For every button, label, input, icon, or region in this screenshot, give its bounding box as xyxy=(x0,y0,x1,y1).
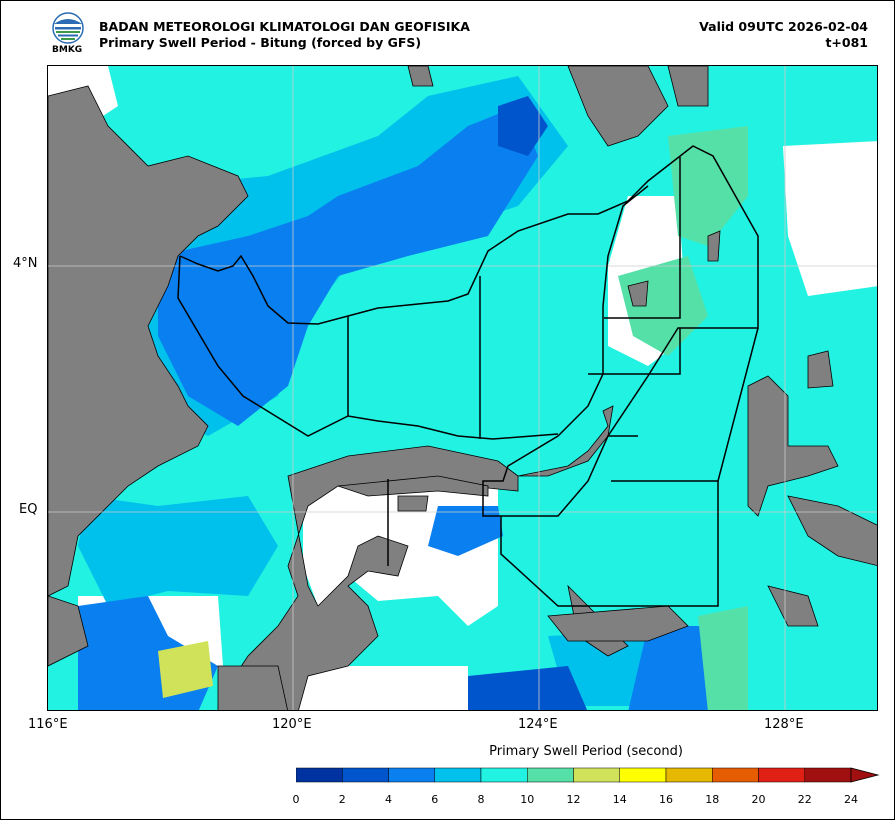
bmkg-emblem-icon xyxy=(52,12,84,44)
lon-label-128e: 128°E xyxy=(764,717,804,732)
colorbar-tick-label: 22 xyxy=(797,793,812,806)
colorbar-tick-label: 8 xyxy=(477,793,485,806)
gridlines xyxy=(48,66,877,710)
colorbar-title: Primary Swell Period (second) xyxy=(489,744,683,759)
swell-band-10-12-southeast xyxy=(698,606,748,710)
valid-time: Valid 09UTC 2026-02-04 xyxy=(699,19,868,34)
zone-outline-a xyxy=(179,145,759,517)
colorbar-cell xyxy=(296,767,343,783)
lon-label-124e: 124°E xyxy=(518,717,558,732)
land-island-north xyxy=(407,66,434,87)
colorbar-tick-label: 14 xyxy=(612,793,627,806)
colorbar-cell xyxy=(712,767,759,783)
colorbar-tick-label: 2 xyxy=(338,793,346,806)
colorbar-cell xyxy=(527,767,574,783)
zone-divider-3 xyxy=(604,157,681,319)
nodata-region-south xyxy=(278,666,468,710)
zone-divider-6 xyxy=(500,481,719,607)
lat-label-eq: EQ xyxy=(19,502,38,517)
colorbar-tick-label: 4 xyxy=(385,793,392,806)
land-mindanao-south xyxy=(567,66,669,147)
logo-text: BMKG xyxy=(52,45,83,55)
land-borneo xyxy=(48,85,249,597)
colorbar-tick-label: 24 xyxy=(844,793,858,806)
colorbar-cell xyxy=(573,767,620,783)
land-togean xyxy=(397,495,429,512)
lat-label-4n: 4°N xyxy=(13,256,38,271)
colorbar-cell xyxy=(342,767,389,783)
product-title: Primary Swell Period - Bitung (forced by… xyxy=(99,35,422,50)
colorbar-tick-label: 10 xyxy=(520,793,535,806)
nodata-region-east xyxy=(783,141,877,296)
land-sulawesi-north-arm xyxy=(337,475,489,497)
colorbar-tick-label: 6 xyxy=(431,793,439,806)
colorbar-cell xyxy=(804,767,852,783)
land-morotai xyxy=(807,350,834,389)
bmkg-logo: BMKG xyxy=(50,12,90,56)
lon-label-116e: 116°E xyxy=(28,717,68,732)
colorbar-cell xyxy=(434,767,482,783)
map-canvas xyxy=(48,66,877,710)
forecast-zone-boundaries xyxy=(177,145,759,607)
lead-time: t+081 xyxy=(825,35,868,50)
colorbar-tick-label: 16 xyxy=(659,793,673,806)
agency-title: BADAN METEOROLOGI KLIMATOLOGI DAN GEOFIS… xyxy=(99,19,470,34)
colorbar-tick-label: 0 xyxy=(292,793,300,806)
land-sangihe xyxy=(707,230,721,262)
land-borneo-south xyxy=(48,595,89,667)
swell-band-12-14-patch xyxy=(158,641,213,698)
land-buru-seram xyxy=(547,605,689,642)
swell-period-map xyxy=(47,65,878,711)
colorbar-tick-label: 12 xyxy=(566,793,581,806)
zone-divider-4 xyxy=(588,328,681,375)
land-obi xyxy=(767,585,819,627)
land-talaud xyxy=(627,280,649,307)
colorbar xyxy=(296,767,880,783)
land-halmahera-south xyxy=(787,495,877,566)
lon-label-120e: 120°E xyxy=(272,717,312,732)
land-mindanao-east xyxy=(667,66,709,107)
land-sulawesi-northeast xyxy=(517,405,614,477)
colorbar-tick-label: 18 xyxy=(705,793,720,806)
land-sulawesi-south xyxy=(217,665,288,710)
colorbar-extend-arrow xyxy=(850,767,880,783)
swell-band-4-6-tomini xyxy=(428,506,503,556)
colorbar-tick-label: 20 xyxy=(751,793,766,806)
swell-band-10-12-northeast xyxy=(668,126,748,246)
colorbar-cell xyxy=(758,767,805,783)
swell-band-2-4-south xyxy=(468,666,588,710)
colorbar-cell xyxy=(665,767,713,783)
colorbar-cell xyxy=(480,767,528,783)
swell-band-2-4-north xyxy=(498,96,548,156)
colorbar-cell xyxy=(388,767,435,783)
swell-band-6-8-southwest xyxy=(78,496,278,606)
swell-band-10-12-east xyxy=(618,256,708,356)
colorbar-cell xyxy=(619,767,667,783)
